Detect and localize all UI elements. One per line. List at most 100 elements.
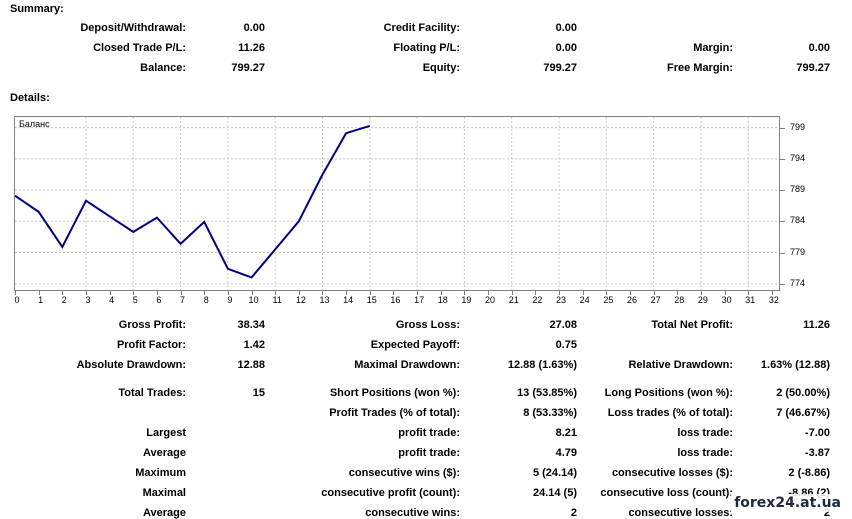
y-tick-mark xyxy=(780,190,785,192)
y-tick-label: 799 xyxy=(790,121,806,132)
x-tick-mark xyxy=(535,291,537,295)
stat-label: Largest xyxy=(146,427,186,439)
x-tick-mark xyxy=(582,291,584,295)
stat-label: Total Trades: xyxy=(118,387,186,399)
x-tick-mark xyxy=(511,291,513,295)
x-tick-mark xyxy=(677,291,679,295)
summary-label: Free Margin: xyxy=(666,62,733,74)
chart-title: Баланс xyxy=(19,119,50,129)
x-tick-mark xyxy=(85,291,87,295)
x-tick-label: 6 xyxy=(156,295,162,305)
summary-label: Floating P/L: xyxy=(393,42,460,54)
x-tick-mark xyxy=(748,291,750,295)
x-tick-label: 11 xyxy=(272,295,282,305)
stat-label: consecutive wins: xyxy=(365,507,460,519)
stat-label: Relative Drawdown: xyxy=(628,359,733,371)
stat-label: Expected Payoff: xyxy=(370,339,460,351)
x-tick-label: 8 xyxy=(203,295,209,305)
x-tick-mark xyxy=(180,291,182,295)
x-tick-label: 31 xyxy=(745,295,756,305)
summary-value: 799.27 xyxy=(796,62,830,74)
stat-label: Average xyxy=(142,507,186,519)
x-tick-label: 17 xyxy=(414,295,425,305)
stat-label: Maximal Drawdown: xyxy=(354,359,460,371)
x-tick-mark xyxy=(156,291,158,295)
x-tick-mark xyxy=(298,291,300,295)
x-tick-label: 26 xyxy=(626,295,637,305)
x-tick-label: 4 xyxy=(109,295,115,305)
summary-label: Balance: xyxy=(140,62,186,74)
chart-plot xyxy=(15,117,779,290)
stat-label: consecutive losses ($): xyxy=(611,467,733,479)
stat-label: profit trade: xyxy=(398,447,460,459)
y-tick-label: 794 xyxy=(790,152,806,163)
stat-value: 2 xyxy=(823,507,830,519)
stat-value: 12.88 xyxy=(237,359,265,371)
y-tick-mark xyxy=(780,158,785,160)
stat-label: consecutive wins ($): xyxy=(348,467,460,479)
stat-value: 1.42 xyxy=(243,339,265,351)
stat-value: 13 (53.85%) xyxy=(517,387,577,399)
x-tick-label: 1 xyxy=(38,295,44,305)
y-tick-mark xyxy=(780,252,785,254)
stat-label: Long Positions (won %): xyxy=(604,387,733,399)
stat-value: 11.26 xyxy=(803,319,830,331)
x-tick-mark xyxy=(38,291,40,295)
x-tick-label: 14 xyxy=(343,295,354,305)
x-tick-mark xyxy=(109,291,111,295)
x-tick-label: 3 xyxy=(85,295,91,305)
x-tick-label: 23 xyxy=(556,295,567,305)
stat-value: 24.14 (5) xyxy=(532,487,577,499)
summary-label: Credit Facility: xyxy=(383,22,460,34)
x-tick-mark xyxy=(62,291,64,295)
stat-label: Short Positions (won %): xyxy=(329,387,460,399)
summary-label: Equity: xyxy=(422,62,460,74)
x-tick-label: 25 xyxy=(603,295,614,305)
stat-value: 7 (46.67%) xyxy=(776,407,830,419)
y-tick-label: 784 xyxy=(790,215,806,226)
x-tick-label: 29 xyxy=(697,295,708,305)
stat-value: -7.00 xyxy=(804,427,830,439)
x-tick-label: 12 xyxy=(295,295,306,305)
stat-label: Absolute Drawdown: xyxy=(76,359,186,371)
y-tick-mark xyxy=(780,221,785,223)
x-tick-mark xyxy=(15,291,16,295)
summary-value: 11.26 xyxy=(238,42,265,54)
stat-value: -3.87 xyxy=(804,447,830,459)
stat-label: Gross Loss: xyxy=(395,319,460,331)
stat-label: Loss trades (% of total): xyxy=(607,407,733,419)
stat-label: Maximal xyxy=(142,487,186,499)
stat-label: Gross Profit: xyxy=(118,319,186,331)
x-tick-label: 28 xyxy=(674,295,685,305)
x-tick-label: 15 xyxy=(366,295,377,305)
x-tick-mark xyxy=(251,291,253,295)
stat-label: Average xyxy=(142,447,186,459)
stat-value: 0.75 xyxy=(555,339,577,351)
x-tick-mark xyxy=(724,291,726,295)
y-tick-mark xyxy=(780,283,785,285)
stat-label: consecutive losses: xyxy=(628,507,733,519)
x-tick-mark xyxy=(322,291,324,295)
stat-label: consecutive profit (count): xyxy=(321,487,460,499)
stat-label: Profit Factor: xyxy=(116,339,186,351)
x-tick-mark xyxy=(559,291,561,295)
stat-value: 5 (24.14) xyxy=(532,467,577,479)
stat-label: loss trade: xyxy=(677,427,733,439)
x-tick-label: 7 xyxy=(180,295,186,305)
x-tick-mark xyxy=(369,291,371,295)
stat-label: Total Net Profit: xyxy=(651,319,733,331)
summary-value: 0.00 xyxy=(555,22,577,34)
x-tick-mark xyxy=(227,291,229,295)
summary-label: Deposit/Withdrawal: xyxy=(80,22,186,34)
y-tick-mark xyxy=(780,127,785,129)
x-tick-mark xyxy=(440,291,442,295)
x-tick-mark xyxy=(653,291,655,295)
x-tick-mark xyxy=(393,291,395,295)
x-tick-mark xyxy=(204,291,206,295)
summary-value: 0.00 xyxy=(555,42,577,54)
summary-value: 799.27 xyxy=(543,62,577,74)
stat-label: loss trade: xyxy=(677,447,733,459)
summary-value: 799.27 xyxy=(231,62,265,74)
x-tick-mark xyxy=(629,291,631,295)
x-tick-label: 16 xyxy=(390,295,401,305)
